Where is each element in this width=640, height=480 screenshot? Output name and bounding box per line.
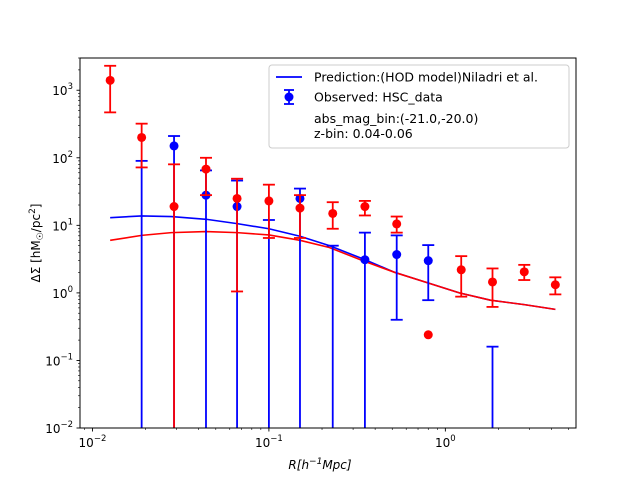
errorbar-point — [390, 215, 403, 234]
legend-note-z-bin: z-bin: 0.04-0.06 — [314, 126, 413, 141]
legend: Prediction:(HOD model)Niladri et al. Obs… — [268, 64, 570, 149]
data-point-marker — [295, 203, 305, 213]
x-axis-label: R[h−1Mpc] — [288, 457, 351, 472]
errorbar-point — [390, 234, 403, 321]
y-axis-ticks: 10−2 10−1 100 101 102 103 — [45, 57, 80, 436]
plot-frame — [79, 57, 577, 429]
series-1-line-red — [110, 230, 556, 311]
legend-box — [268, 64, 570, 149]
y-tick-label: 10−1 — [45, 352, 73, 368]
data-point-marker — [423, 330, 433, 340]
errorbar-point — [168, 163, 181, 428]
errorbar-point — [549, 276, 562, 296]
y-tick-label: 103 — [52, 82, 73, 98]
x-axis-ticks: 10−2 10−1 100 — [79, 428, 569, 450]
y-tick-label: 10−2 — [45, 420, 73, 436]
data-point-marker — [360, 255, 370, 265]
data-point-marker — [264, 196, 274, 206]
errorbar-point — [486, 267, 499, 308]
data-point-marker — [519, 267, 529, 277]
errorbar-point — [358, 200, 371, 217]
errorbar-point — [199, 156, 212, 197]
series-3-errorbar-red — [104, 64, 562, 428]
errorbar-point — [262, 183, 275, 239]
y-axis-label: ΔΣ [hM☉/pc2] — [28, 203, 46, 282]
errorbar-point — [326, 244, 339, 428]
errorbar-point — [135, 122, 148, 169]
data-point-marker — [488, 277, 498, 287]
data-point-marker — [169, 141, 179, 151]
y-tick-label: 100 — [52, 285, 73, 301]
legend-errorbar-swatch — [284, 89, 294, 105]
errorbar-point — [358, 231, 371, 428]
errorbar-point — [486, 345, 499, 428]
data-point-marker — [456, 265, 466, 275]
errorbar-point — [326, 201, 339, 230]
legend-entry-prediction: Prediction:(HOD model)Niladri et al. — [314, 70, 538, 85]
errorbar-point — [293, 194, 306, 239]
errorbar-point — [104, 64, 117, 114]
y-tick-label: 101 — [52, 217, 73, 233]
data-point-marker — [232, 193, 242, 203]
data-point-marker — [328, 208, 338, 218]
x-tick-label: 10−1 — [255, 434, 283, 450]
data-point-marker — [137, 132, 147, 142]
errorbar-point — [231, 177, 244, 293]
errorbar-point — [455, 255, 468, 298]
legend-note-abs-mag-bin: abs_mag_bin:(-21.0,-20.0) — [314, 111, 478, 126]
legend-entry-observed: Observed: HSC_data — [314, 90, 443, 105]
model-curve-line — [110, 230, 556, 311]
y-tick-label: 102 — [52, 150, 73, 166]
errorbar-point — [423, 330, 433, 340]
series-layer — [104, 64, 562, 428]
data-point-marker — [169, 202, 179, 212]
data-point-marker — [550, 280, 560, 290]
errorbar-point — [422, 244, 435, 302]
x-tick-label: 100 — [435, 434, 456, 450]
data-point-marker — [201, 164, 211, 174]
data-point-marker — [360, 202, 370, 212]
data-point-marker — [105, 75, 115, 85]
data-point-marker — [392, 219, 402, 229]
data-point-marker — [392, 250, 402, 260]
x-tick-label: 10−2 — [79, 434, 107, 450]
errorbar-point — [518, 263, 531, 281]
data-point-marker — [423, 256, 433, 266]
